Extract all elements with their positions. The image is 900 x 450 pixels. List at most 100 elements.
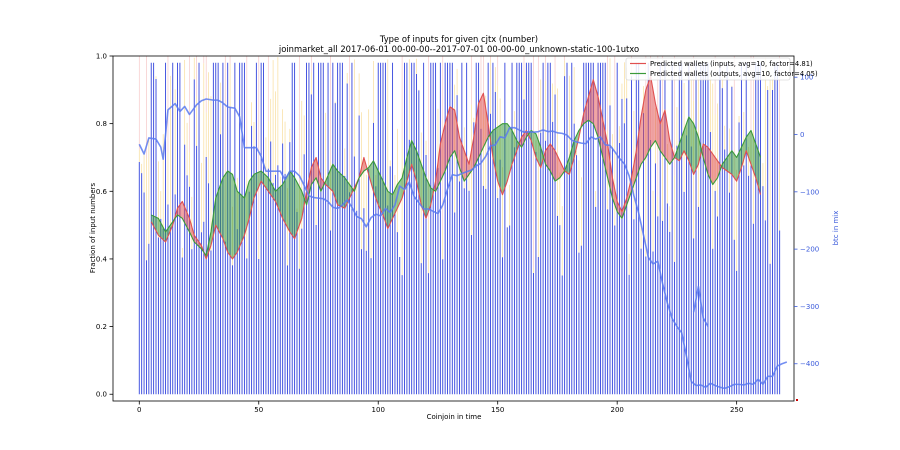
fill-outputs-above	[678, 143, 680, 161]
fill-outputs-above	[735, 155, 737, 182]
fill-inputs-above	[460, 140, 462, 175]
fill-outputs-above	[337, 171, 339, 206]
fill-outputs-above	[688, 116, 691, 165]
fill-outputs-above	[248, 181, 250, 223]
fill-outputs-above	[230, 172, 232, 258]
fill-outputs-above	[225, 172, 227, 249]
fill-inputs-above	[667, 125, 669, 163]
fill-inputs-above	[451, 107, 453, 156]
fill-inputs-above	[455, 116, 458, 160]
fill-outputs-above	[288, 171, 290, 232]
fill-outputs-above	[267, 176, 269, 192]
fill-outputs-above	[494, 128, 496, 170]
fill-inputs-above	[656, 108, 658, 146]
fill-outputs-above	[285, 177, 287, 226]
fill-inputs-above	[479, 98, 481, 155]
fill-outputs-above	[392, 192, 394, 219]
fill-outputs-above	[755, 143, 757, 182]
fill-outputs-above	[234, 182, 237, 256]
fill-outputs-above	[728, 154, 730, 173]
fill-outputs-above	[416, 150, 418, 188]
fill-outputs-above	[224, 174, 226, 246]
fill-outputs-above	[332, 164, 335, 195]
fill-outputs-above	[406, 153, 409, 182]
fill-outputs-above	[404, 162, 406, 190]
fill-outputs-above	[215, 194, 217, 228]
plot-area	[112, 55, 798, 402]
fill-outputs-above	[754, 140, 756, 178]
fill-outputs-above	[423, 171, 425, 215]
fill-inputs-above	[623, 204, 625, 215]
fill-inputs-above	[638, 125, 640, 171]
fill-outputs-above	[249, 179, 251, 219]
fill-inputs-above	[453, 109, 455, 153]
y-tick-label: 0.8	[96, 120, 107, 128]
legend-label-inputs: Predicted wallets (inputs, avg=10, facto…	[650, 60, 813, 68]
fill-outputs-above	[252, 174, 254, 204]
fill-outputs-above	[373, 160, 375, 195]
fill-outputs-above	[388, 192, 391, 226]
fill-outputs-above	[426, 177, 428, 219]
fill-outputs-above	[328, 172, 330, 188]
fill-outputs-above	[414, 145, 416, 177]
fill-inputs-above	[704, 144, 706, 166]
fill-inputs-above	[588, 92, 590, 122]
fill-inputs-above	[707, 147, 710, 177]
fill-inputs-above	[545, 149, 547, 166]
fill-outputs-above	[694, 127, 697, 172]
fill-inputs-above	[458, 130, 460, 168]
fill-inputs-above	[448, 106, 450, 161]
fill-outputs-above	[342, 175, 344, 208]
fill-outputs-above	[400, 177, 403, 201]
fill-inputs-above	[639, 116, 642, 168]
fill-outputs-above	[157, 217, 159, 236]
fill-inputs-above	[648, 79, 650, 153]
fill-inputs-above	[443, 123, 446, 174]
fill-outputs-above	[246, 185, 249, 227]
fill-inputs-above	[550, 143, 552, 174]
fill-inputs-above	[705, 145, 707, 171]
fill-outputs-above	[509, 127, 511, 173]
fill-outputs-above	[684, 127, 686, 154]
fill-outputs-above	[293, 176, 295, 239]
fill-outputs-above	[420, 160, 422, 205]
fill-outputs-above	[418, 157, 421, 199]
y-tick-label: 0.0	[96, 391, 107, 399]
fill-outputs-above	[506, 123, 508, 185]
fill-outputs-above	[380, 176, 382, 213]
fill-outputs-above	[679, 140, 681, 161]
fill-inputs-above	[441, 133, 443, 179]
fill-outputs-above	[730, 150, 732, 175]
fill-outputs-above	[729, 152, 731, 174]
fill-outputs-above	[218, 187, 220, 232]
fill-inputs-above	[459, 137, 461, 171]
fill-inputs-above	[605, 132, 607, 173]
fill-outputs-above	[752, 133, 754, 171]
fill-outputs-above	[264, 174, 266, 188]
fill-outputs-above	[221, 177, 223, 239]
fill-outputs-above	[270, 182, 272, 197]
fill-outputs-above	[750, 130, 753, 168]
fill-inputs-above	[551, 145, 553, 177]
fill-inputs-above	[179, 203, 182, 218]
fill-inputs-above	[600, 108, 602, 153]
fill-inputs-above	[483, 93, 485, 148]
fill-outputs-above	[409, 144, 411, 173]
fill-outputs-above	[282, 182, 284, 221]
fill-outputs-above	[296, 182, 299, 232]
fill-inputs-above	[546, 147, 548, 168]
x-axis-label: Coinjoin in time	[427, 413, 482, 421]
fill-outputs-above	[387, 191, 389, 229]
fill-inputs-above	[653, 89, 655, 144]
fill-outputs-above	[251, 176, 253, 209]
fill-outputs-above	[250, 177, 252, 214]
fill-inputs-above	[442, 128, 444, 177]
fill-outputs-above	[686, 120, 688, 159]
fill-inputs-above	[449, 106, 452, 158]
y-right-tick-label: −200	[800, 246, 819, 254]
chart-subtitle: joinmarket_all 2017-06-01 00-00-00--2017…	[278, 44, 639, 54]
fill-outputs-above	[690, 118, 692, 168]
fill-outputs-above	[275, 190, 277, 205]
fill-inputs-above	[185, 209, 188, 228]
